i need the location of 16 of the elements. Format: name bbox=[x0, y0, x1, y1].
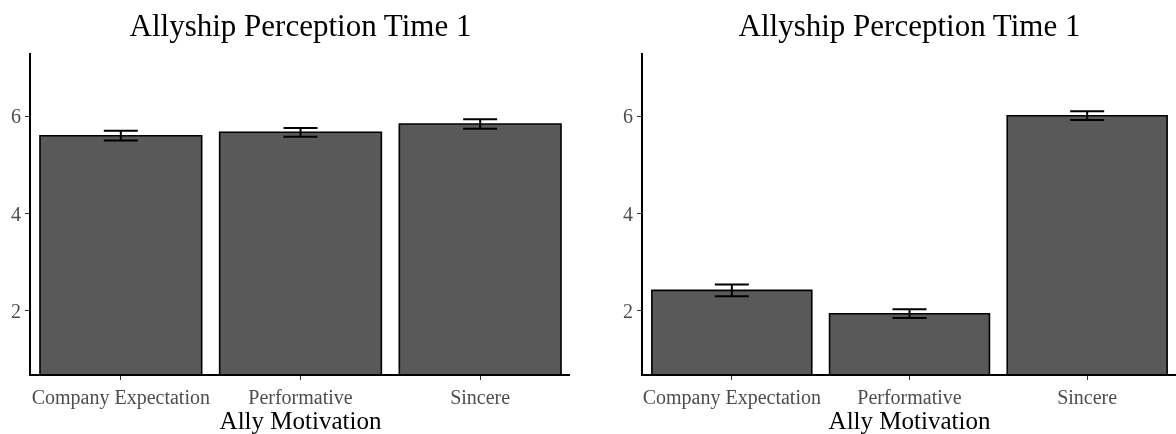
x-tick-label: Company Expectation bbox=[642, 386, 821, 409]
y-tick-label: 6 bbox=[11, 105, 21, 128]
y-tick-label: 4 bbox=[11, 202, 21, 225]
chart-title: Allyship Perception Time 1 bbox=[129, 8, 472, 43]
y-tick-label: 2 bbox=[11, 299, 21, 322]
y-tick-label: 6 bbox=[623, 105, 633, 128]
y-tick-label: 4 bbox=[623, 202, 633, 225]
x-tick-label: Company Expectation bbox=[31, 386, 210, 409]
x-tick-label: Performative bbox=[857, 386, 962, 408]
x-tick-label: Sincere bbox=[1057, 386, 1118, 408]
x-tick-label: Performative bbox=[248, 386, 353, 408]
x-axis-title: Ally Motivation bbox=[219, 407, 382, 434]
y-tick-label: 2 bbox=[623, 299, 633, 322]
chart-title: Allyship Perception Time 1 bbox=[738, 8, 1081, 43]
x-tick-label: Sincere bbox=[450, 386, 511, 408]
x-axis-title: Ally Motivation bbox=[828, 407, 991, 434]
